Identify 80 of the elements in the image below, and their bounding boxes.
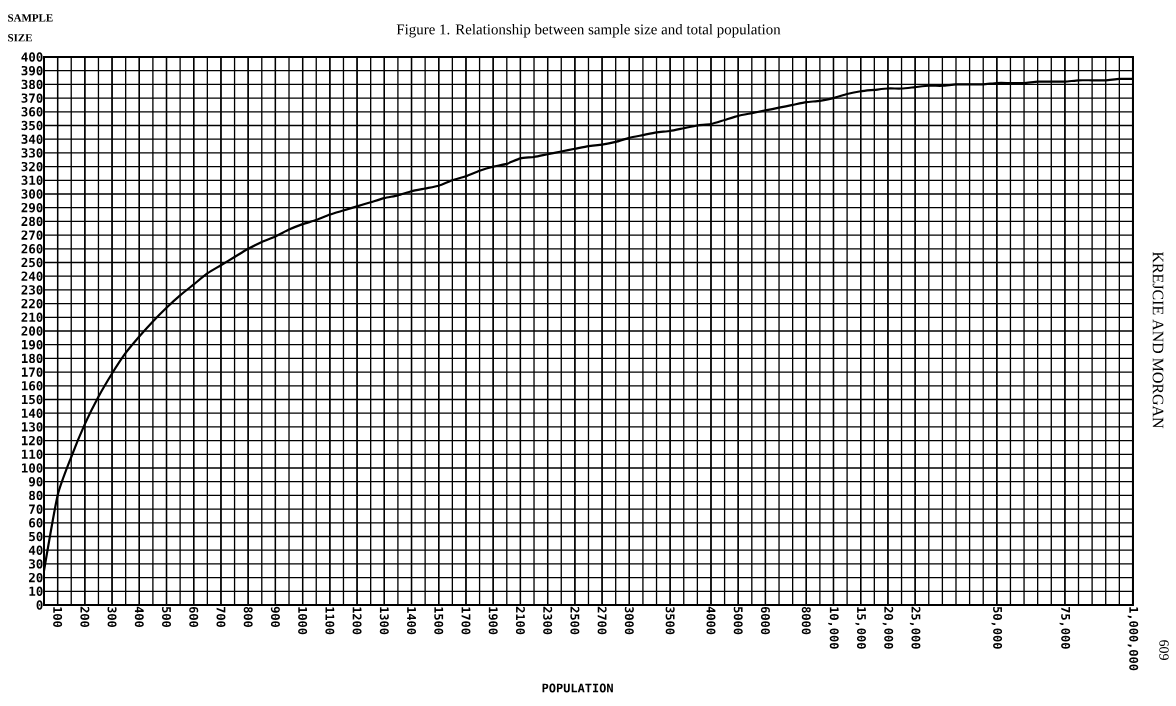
x-tick-label: 1700	[461, 607, 471, 635]
x-tick-label: 200	[80, 606, 90, 628]
x-tick-label: 500	[161, 607, 172, 628]
y-tick-label: 210	[21, 312, 43, 322]
y-tick-label: 0	[36, 600, 43, 610]
x-tick-label: 1200	[352, 607, 362, 635]
y-tick-label: 140	[21, 408, 43, 418]
x-tick-label: 20,000	[882, 606, 894, 649]
text: KREJCIE AND MORGAN	[1152, 251, 1164, 429]
chart-title: Figure 1. Relationship between sample size and total population	[396, 23, 781, 38]
x-tick-label: 700	[216, 606, 226, 628]
y-tick-label: 30	[29, 559, 43, 569]
y-tick-label: 160	[21, 381, 43, 391]
x-tick-label: 1000	[298, 607, 308, 635]
y-tick-label: 290	[21, 202, 43, 213]
x-tick-label: 3500	[665, 606, 675, 635]
x-tick-label: 100	[53, 607, 63, 628]
y-tick-label: 360	[21, 107, 43, 117]
x-tick-label: 15,000	[855, 607, 866, 649]
x-tick-label: 2500	[570, 606, 580, 635]
y-tick-label: 240	[21, 271, 43, 281]
x-axis-title: POPULATION	[542, 683, 613, 693]
x-tick-label: 4000	[706, 606, 716, 635]
x-tick-label: 1300	[379, 607, 389, 635]
x-tick-label: 5000	[733, 607, 743, 635]
x-tick-label: 400	[134, 606, 144, 628]
x-tick-label: 800	[243, 606, 253, 628]
x-tick-label: 50,000	[991, 607, 1003, 649]
y-tick-label: 260	[21, 244, 43, 254]
x-tick-label: 1400	[407, 607, 417, 635]
y-tick-label: 270	[21, 230, 43, 240]
y-tick-label: 320	[21, 161, 43, 172]
y-tick-label: 130	[21, 422, 43, 432]
y-tick-label: 70	[29, 504, 43, 514]
y-tick-label: 370	[21, 93, 43, 103]
y-tick-label: 200	[21, 326, 43, 336]
y-tick-label: 390	[21, 65, 43, 76]
x-tick-label: 8000	[801, 606, 811, 635]
y-tick-label: 220	[21, 298, 43, 309]
y-tick-label: 280	[21, 216, 43, 227]
x-tick-label: 10,000	[828, 607, 839, 649]
y-tick-label: 20	[29, 572, 43, 583]
x-tick-label: 1,000,000	[1127, 607, 1139, 671]
x-tick-label: 2700	[597, 606, 607, 635]
x-tick-label: 1500	[434, 607, 444, 635]
y-tick-label: 80	[29, 490, 43, 501]
y-tick-label: 230	[21, 285, 43, 295]
y-tick-label: 310	[21, 175, 43, 185]
y-tick-label: 120	[21, 435, 43, 446]
y-tick-label: 150	[21, 394, 43, 405]
x-tick-label: 600	[189, 606, 199, 628]
x-tick-label: 25,000	[909, 606, 921, 649]
x-tick-label: 75,000	[1059, 606, 1071, 649]
y-tick-label: 340	[21, 134, 43, 144]
y-tick-label: 60	[29, 518, 43, 528]
y-axis-title: SAMPLE SIZE	[8, 14, 53, 42]
y-tick-label: 250	[21, 257, 43, 268]
y-tick-label: 380	[21, 79, 43, 90]
text: 609	[1159, 640, 1169, 660]
x-tick-label: 900	[270, 606, 280, 628]
y-tick-label: 90	[28, 476, 43, 487]
y-tick-label: 10	[29, 586, 43, 596]
y-tick-label: 190	[21, 339, 43, 350]
x-tick-label: 1100	[325, 607, 335, 635]
x-tick-label: 1900	[488, 607, 498, 635]
y-tick-label: 180	[21, 353, 43, 364]
y-tick-label: 40	[28, 545, 43, 555]
y-tick-label: 50	[29, 531, 43, 542]
y-tick-label: 400	[21, 52, 43, 62]
y-tick-label: 350	[21, 120, 43, 131]
x-tick-label: 2300	[543, 606, 553, 635]
y-tick-label: 170	[21, 367, 43, 377]
x-tick-label: 6000	[760, 606, 770, 635]
x-tick-label: 300	[107, 606, 117, 628]
y-tick-label: 100	[21, 463, 43, 473]
y-tick-label: 330	[21, 148, 43, 158]
x-tick-label: 2100	[515, 606, 525, 635]
y-tick-label: 110	[21, 449, 43, 459]
y-tick-label: 300	[21, 189, 43, 199]
x-tick-label: 3000	[624, 606, 634, 635]
